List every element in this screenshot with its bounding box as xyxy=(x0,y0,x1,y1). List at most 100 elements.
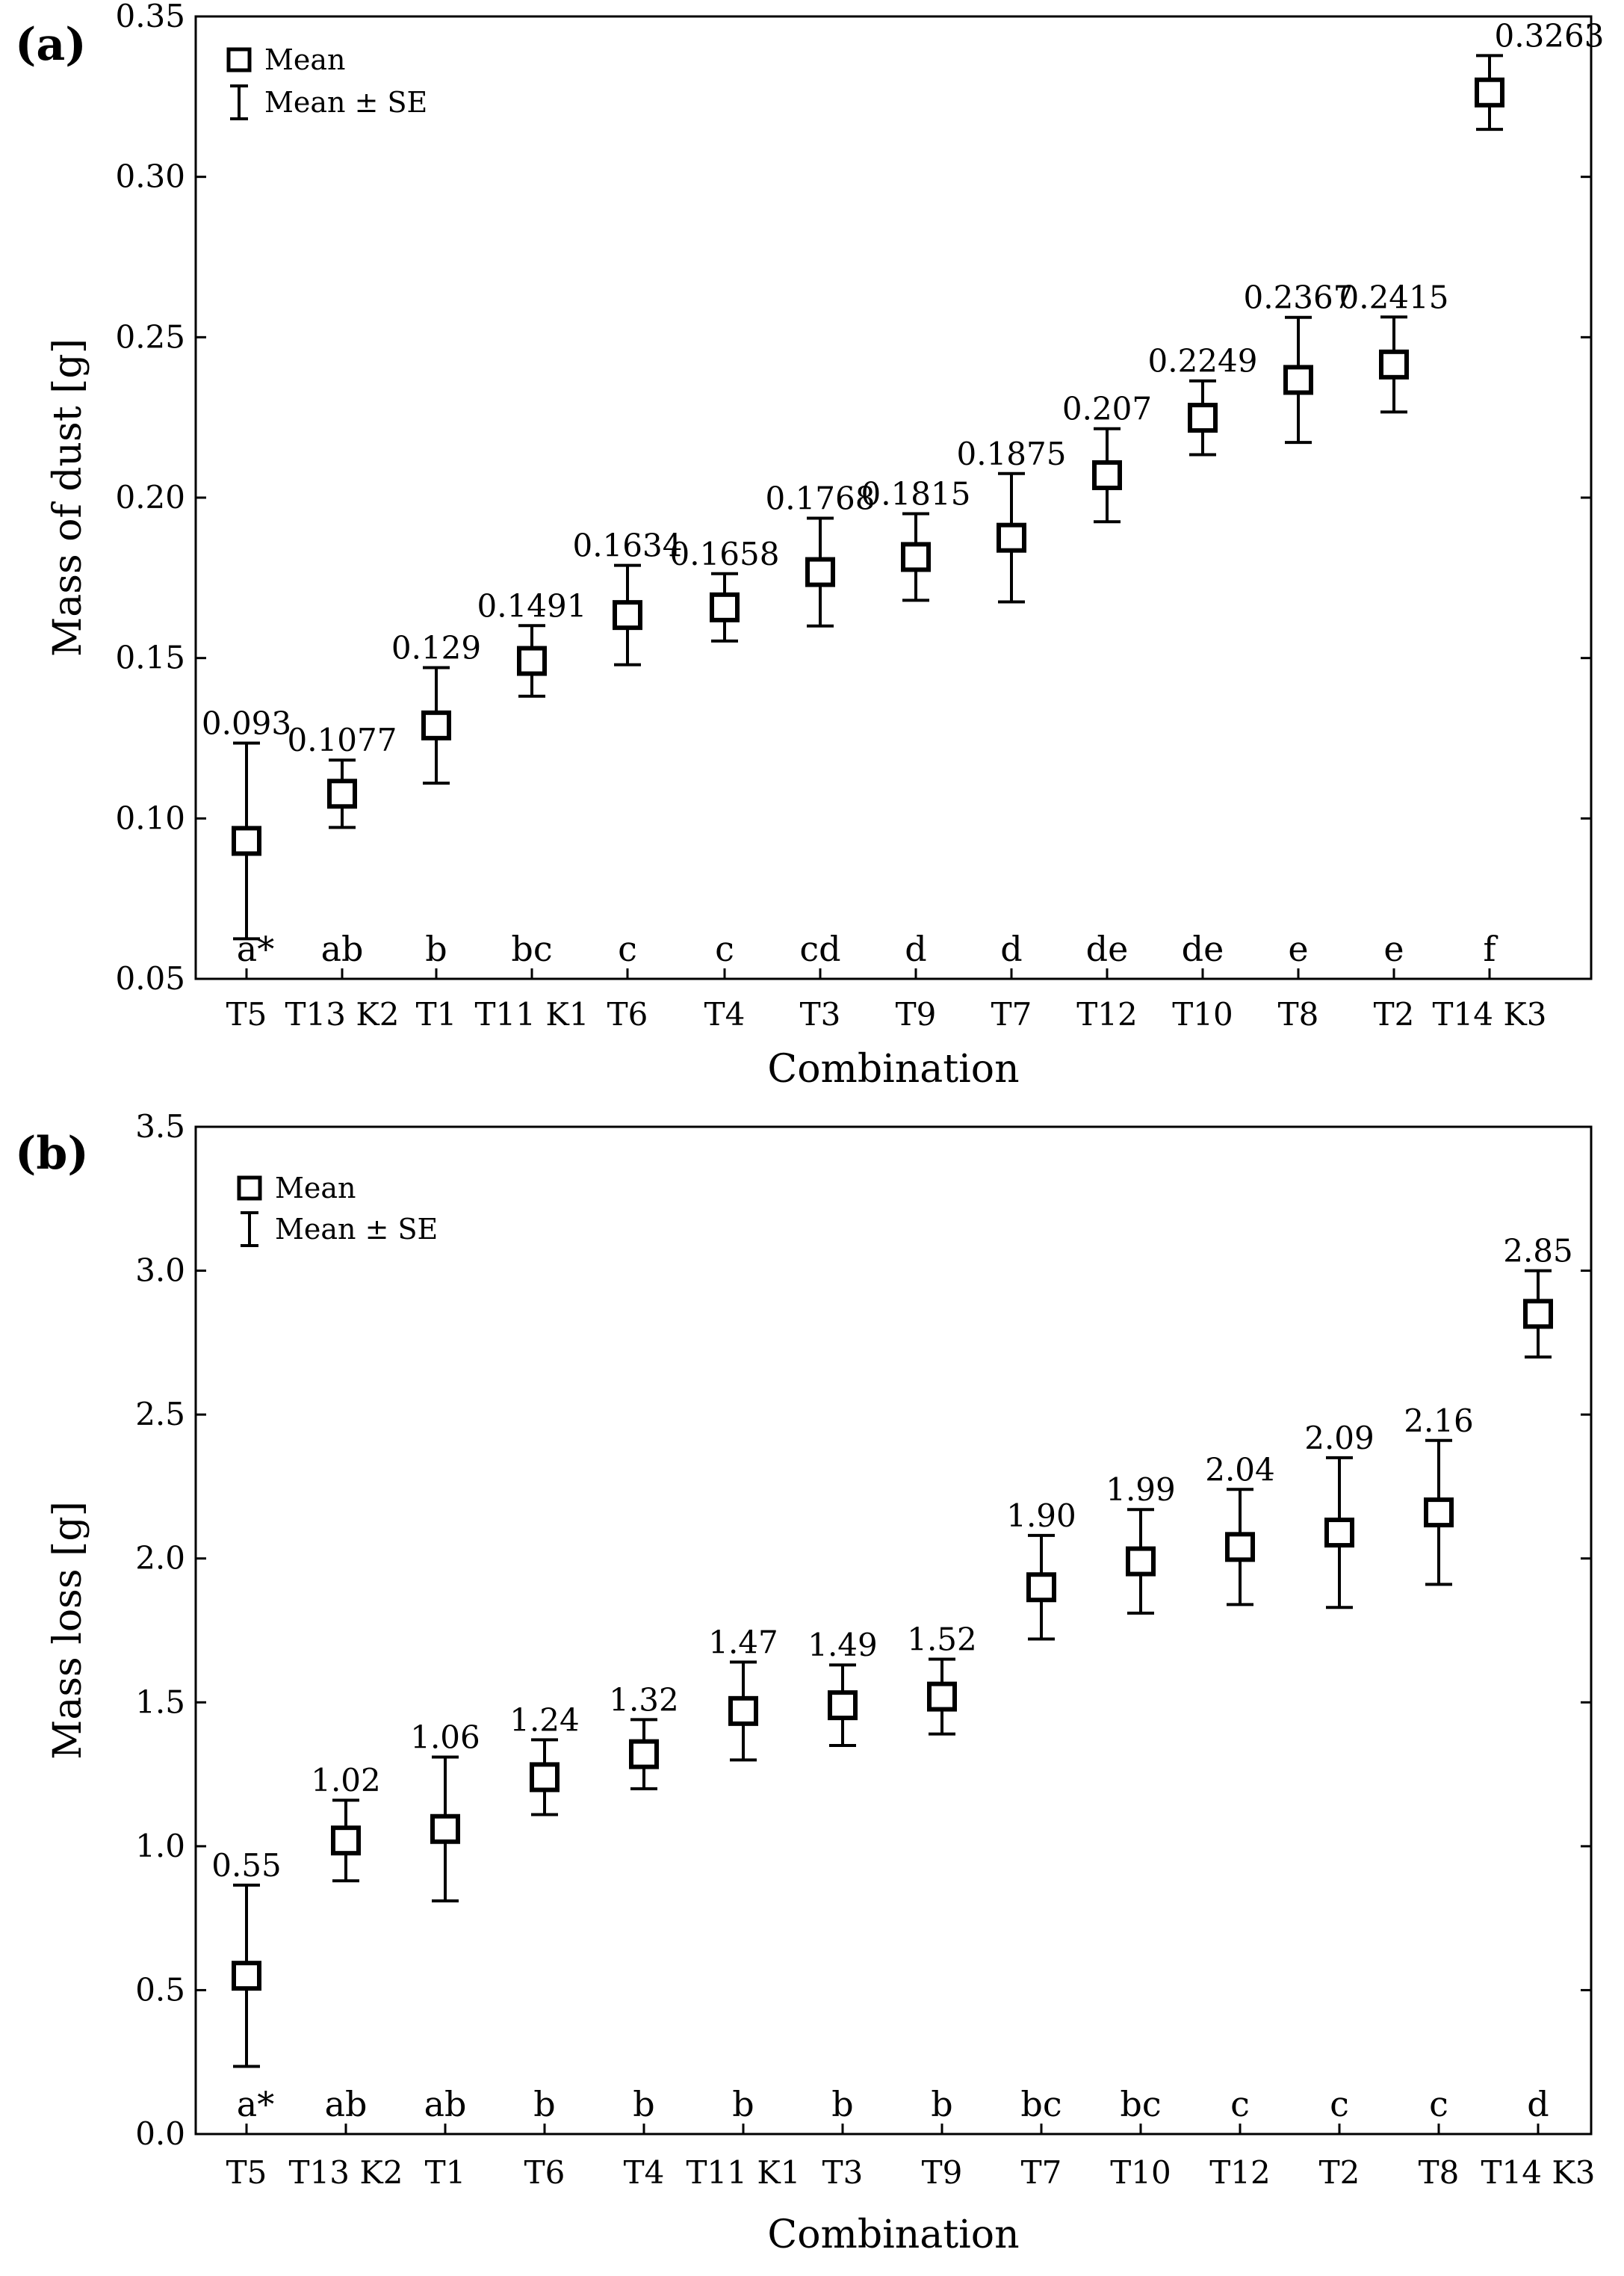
panel-b-group-letter: b xyxy=(931,2084,952,2124)
panel-b-legend-mean-label: Mean xyxy=(275,1172,356,1205)
panel-a-y-tick-label: 0.15 xyxy=(115,640,185,676)
panel-b-x-tick-label: T11 K1 xyxy=(687,2154,801,2191)
panel-a-y-tick-label: 0.30 xyxy=(115,158,185,195)
panel-b-x-axis-title: Combination xyxy=(767,2212,1019,2257)
panel-b-group-letter: b xyxy=(533,2084,555,2124)
panel-b-group-letter: c xyxy=(1230,2084,1250,2124)
panel-a-x-tick-label: T8 xyxy=(1278,996,1319,1033)
panel-b-group-letter: d xyxy=(1527,2084,1549,2124)
panel-b-mean-point xyxy=(1424,1497,1454,1528)
panel-b-value-label: 1.24 xyxy=(509,1701,580,1738)
panel-a-mean-point xyxy=(901,542,931,572)
panel-a-mean-point xyxy=(1188,403,1218,433)
panel-b-group-letter: b xyxy=(633,2084,654,2124)
panel-b-mean-point xyxy=(1126,1546,1156,1577)
panel-a-group-letter: f xyxy=(1483,929,1498,969)
panel-a-group-letter: a* xyxy=(237,929,274,969)
panel-a-value-label: 0.3263 xyxy=(1495,17,1605,54)
panel-b-x-tick-label: T14 K3 xyxy=(1481,2154,1596,2191)
panel-a-legend-se-label: Mean ± SE xyxy=(264,86,427,119)
panel-b-mean-point xyxy=(629,1739,659,1769)
panel-a-value-label: 0.1815 xyxy=(861,475,971,512)
panel-a-group-letter: bc xyxy=(511,929,552,969)
panel-b-mean-point xyxy=(927,1681,957,1712)
panel-a-value-label: 0.1491 xyxy=(477,587,587,624)
panel-b-x-tick-label: T12 xyxy=(1209,2154,1270,2191)
panel-a-mean-point xyxy=(327,779,357,809)
panel-b-x-tick-label: T7 xyxy=(1021,2154,1062,2191)
panel-a-x-tick-label: T7 xyxy=(991,996,1032,1033)
panel-a-x-tick-label: T4 xyxy=(704,996,746,1033)
panel-b-x-tick-label: T4 xyxy=(624,2154,665,2191)
panel-a-y-tick-label: 0.10 xyxy=(115,800,185,836)
panel-a-mean-point xyxy=(517,646,547,676)
panel-b-y-tick-label: 1.0 xyxy=(135,1828,185,1864)
panel-b-value-label: 1.06 xyxy=(410,1719,480,1755)
panel-a-mean-point xyxy=(997,522,1026,553)
panel-b-value-label: 2.85 xyxy=(1503,1233,1573,1270)
panel-b-x-tick-label: T6 xyxy=(524,2154,565,2191)
panel-a-x-tick-label: T3 xyxy=(800,996,841,1033)
panel-b-group-letter: ab xyxy=(424,2084,467,2124)
panel-b-value-label: 1.52 xyxy=(907,1621,977,1658)
panel-b-label: (b) xyxy=(15,1128,89,1180)
panel-a-x-tick-label: T5 xyxy=(226,996,267,1033)
panel-a-mean-point xyxy=(421,710,451,740)
panel-a-y-tick-label: 0.20 xyxy=(115,479,185,516)
panel-b-mean-point xyxy=(331,1825,361,1856)
panel-b-plot-frame xyxy=(194,1125,1593,2136)
panel-a-group-letter: d xyxy=(905,929,926,969)
panel-a-x-tick-label: T10 xyxy=(1172,996,1233,1033)
panel-b-y-tick-label: 2.0 xyxy=(135,1540,185,1577)
panel-b-y-tick-label: 3.5 xyxy=(135,1108,185,1145)
panel-b-mean-point xyxy=(430,1813,460,1844)
panel-b-y-axis-title: Mass loss [g] xyxy=(46,1501,90,1760)
panel-a-mean-point xyxy=(1283,365,1313,395)
panel-b-value-label: 1.99 xyxy=(1106,1471,1176,1508)
panel-b-value-label: 1.32 xyxy=(609,1681,679,1718)
panel-b-x-tick-label: T8 xyxy=(1419,2154,1460,2191)
panel-a-legend-mean-marker xyxy=(226,47,252,72)
panel-a-value-label: 0.2249 xyxy=(1148,343,1258,380)
panel-b-group-letter: a* xyxy=(237,2084,274,2124)
panel-b-y-tick-label: 2.5 xyxy=(135,1396,185,1432)
panel-a-value-label: 0.1768 xyxy=(766,480,875,516)
panel-a-group-letter: c xyxy=(715,929,734,969)
panel-b-mean-point xyxy=(1324,1518,1354,1548)
panel-b-mean-point xyxy=(1026,1572,1056,1603)
panel-a-value-label: 0.129 xyxy=(391,630,481,667)
panel-a-x-tick-label: T6 xyxy=(607,996,648,1033)
panel-b-mean-point xyxy=(530,1762,560,1793)
panel-b-x-tick-label: T5 xyxy=(226,2154,267,2191)
panel-a-group-letter: e xyxy=(1288,929,1308,969)
panel-b-value-label: 1.49 xyxy=(808,1627,878,1663)
panel-a-x-tick-label: T13 K2 xyxy=(285,996,400,1033)
panel-b-group-letter: c xyxy=(1330,2084,1349,2124)
panel-a-value-label: 0.093 xyxy=(202,705,291,741)
panel-a-group-letter: b xyxy=(425,929,447,969)
panel-b-mean-point xyxy=(828,1690,858,1721)
panel-b-value-label: 2.16 xyxy=(1404,1403,1474,1439)
panel-a-x-tick-label: T2 xyxy=(1374,996,1415,1033)
panel-a-group-letter: c xyxy=(618,929,637,969)
panel-b-group-letter: ab xyxy=(325,2084,368,2124)
panel-b-group-letter: c xyxy=(1429,2084,1448,2124)
panel-b-y-tick-label: 3.0 xyxy=(135,1252,185,1289)
panel-a-mean-point xyxy=(613,600,642,631)
panel-a-y-axis-title: Mass of dust [g] xyxy=(46,338,90,657)
panel-b-value-label: 2.04 xyxy=(1205,1451,1275,1488)
panel-b-group-letter: bc xyxy=(1020,2084,1062,2124)
panel-b-x-tick-label: T9 xyxy=(922,2154,963,2191)
panel-a-y-tick-label: 0.25 xyxy=(115,318,185,355)
panel-a-group-letter: de xyxy=(1086,929,1129,969)
panel-b-value-label: 2.09 xyxy=(1304,1420,1374,1456)
panel-a-group-letter: e xyxy=(1383,929,1404,969)
panel-b-x-tick-label: T10 xyxy=(1110,2154,1171,2191)
panel-a-value-label: 0.207 xyxy=(1062,391,1152,427)
panel-a-y-tick-label: 0.35 xyxy=(115,0,185,34)
panel-a-value-label: 0.2415 xyxy=(1339,279,1449,315)
panel-a-x-tick-label: T1 xyxy=(416,996,457,1033)
panel-b-mean-point xyxy=(232,1961,261,1991)
panel-b-x-tick-label: T2 xyxy=(1319,2154,1360,2191)
panel-a-x-tick-label: T9 xyxy=(896,996,937,1033)
